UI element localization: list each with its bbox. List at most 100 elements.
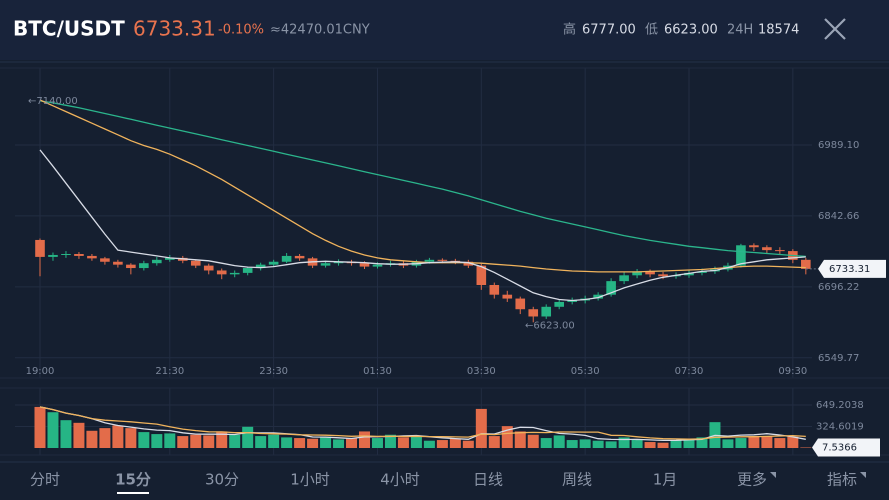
volume-bar bbox=[177, 436, 189, 448]
volume-bar bbox=[216, 431, 228, 448]
volume-bar bbox=[748, 436, 760, 448]
candle-body bbox=[255, 264, 266, 269]
candle-body bbox=[502, 294, 513, 299]
volume-bar bbox=[397, 437, 409, 448]
x-tick-label: 03:30 bbox=[467, 366, 496, 377]
y-tick-label: 6842.66 bbox=[818, 211, 859, 222]
volume-bar bbox=[722, 439, 734, 448]
vol-label: 24H bbox=[727, 23, 753, 38]
volume-bar bbox=[371, 438, 383, 448]
candle-body bbox=[268, 261, 279, 265]
candle-body bbox=[606, 281, 616, 295]
candle-body bbox=[515, 298, 526, 310]
tab[interactable]: 4小时 bbox=[380, 471, 420, 489]
candle-body bbox=[126, 264, 136, 269]
tab[interactable]: 分时 bbox=[30, 471, 60, 489]
candle-body bbox=[463, 261, 474, 266]
volume-bar bbox=[501, 426, 513, 448]
candle-body bbox=[593, 294, 603, 299]
volume-bar bbox=[540, 438, 552, 448]
candle-body bbox=[632, 271, 642, 276]
candle-body bbox=[139, 263, 149, 269]
volume-bar bbox=[774, 438, 786, 448]
high-value: 6777.00 bbox=[582, 23, 636, 38]
volume-bar bbox=[488, 436, 500, 448]
volume-bar bbox=[618, 437, 630, 448]
pair: BTC/USDT bbox=[13, 17, 125, 41]
volume-bar bbox=[384, 434, 396, 448]
volume-bar bbox=[73, 422, 85, 448]
x-tick-label: 09:30 bbox=[778, 366, 807, 377]
volume-bar bbox=[423, 440, 435, 448]
candle-body bbox=[489, 285, 500, 295]
x-tick-label: 19:00 bbox=[26, 366, 55, 377]
candle-body bbox=[100, 258, 110, 262]
volume-bar bbox=[631, 439, 643, 448]
candle-body bbox=[190, 260, 201, 266]
y-tick-label: 324.6019 bbox=[816, 421, 864, 432]
volume-bar bbox=[164, 433, 176, 448]
ma-line bbox=[39, 149, 806, 302]
candle-body bbox=[87, 255, 97, 259]
high-annotation: ←7140.00 bbox=[28, 96, 78, 107]
volume-bar bbox=[657, 442, 669, 448]
tab[interactable]: 更多 bbox=[737, 471, 767, 489]
candle-body bbox=[359, 263, 370, 267]
candle-body bbox=[216, 270, 227, 275]
x-tick-label: 23:30 bbox=[259, 366, 288, 377]
volume-bar bbox=[592, 440, 604, 448]
y-tick-label: 649.2038 bbox=[816, 400, 864, 411]
candle-body bbox=[203, 265, 214, 271]
volume-bar bbox=[683, 438, 695, 448]
volume-tag-text: 7.5366 bbox=[822, 443, 857, 454]
price-tag-text: 6733.31 bbox=[829, 264, 870, 275]
candle-body bbox=[476, 265, 487, 285]
tab[interactable]: 1小时 bbox=[290, 471, 330, 489]
volume-bar bbox=[696, 437, 708, 448]
volume-tag bbox=[812, 438, 880, 457]
tab[interactable]: 周线 bbox=[562, 471, 592, 489]
candle-body bbox=[333, 261, 344, 264]
close-button[interactable] bbox=[824, 18, 846, 40]
candle-body bbox=[113, 261, 123, 265]
candle-body bbox=[74, 254, 84, 256]
volume-bar bbox=[320, 436, 332, 448]
candle-body bbox=[554, 301, 564, 307]
tab[interactable]: 15分 bbox=[115, 471, 151, 489]
tab[interactable]: 30分 bbox=[205, 471, 239, 489]
volume-bar bbox=[242, 426, 254, 448]
x-tick-label: 01:30 bbox=[363, 366, 392, 377]
volume-bar bbox=[566, 440, 578, 448]
candle-body bbox=[619, 275, 629, 282]
volume-bar bbox=[281, 437, 293, 448]
x-tick-label: 21:30 bbox=[155, 366, 184, 377]
candle-body bbox=[242, 268, 253, 273]
cny-price: ≈42470.01CNY bbox=[270, 23, 370, 38]
tab[interactable]: 日线 bbox=[473, 471, 503, 489]
y-tick-label: 6549.77 bbox=[818, 353, 859, 364]
volume-bar bbox=[579, 439, 591, 448]
header-bar bbox=[0, 0, 889, 60]
candle-body bbox=[165, 257, 175, 260]
candle-body bbox=[437, 259, 448, 261]
x-tick-label: 07:30 bbox=[675, 366, 704, 377]
y-tick-label: 6989.10 bbox=[818, 140, 859, 151]
tab[interactable]: 指标 bbox=[827, 471, 857, 489]
candle-body bbox=[567, 300, 577, 302]
ma-line bbox=[39, 406, 806, 440]
candle-body bbox=[152, 259, 162, 264]
candle-body bbox=[697, 271, 707, 273]
tab-caret bbox=[770, 472, 776, 478]
candle-body bbox=[61, 254, 71, 255]
volume-bar bbox=[514, 431, 526, 448]
tab[interactable]: 1月 bbox=[653, 471, 678, 489]
price-tag bbox=[818, 259, 886, 278]
candle-body bbox=[281, 255, 292, 262]
candle-body bbox=[749, 245, 759, 248]
volume-bar bbox=[255, 436, 267, 448]
candle-body bbox=[541, 306, 552, 317]
candle-body bbox=[801, 259, 811, 269]
candle-body bbox=[736, 245, 746, 266]
volume-bar bbox=[527, 434, 539, 448]
